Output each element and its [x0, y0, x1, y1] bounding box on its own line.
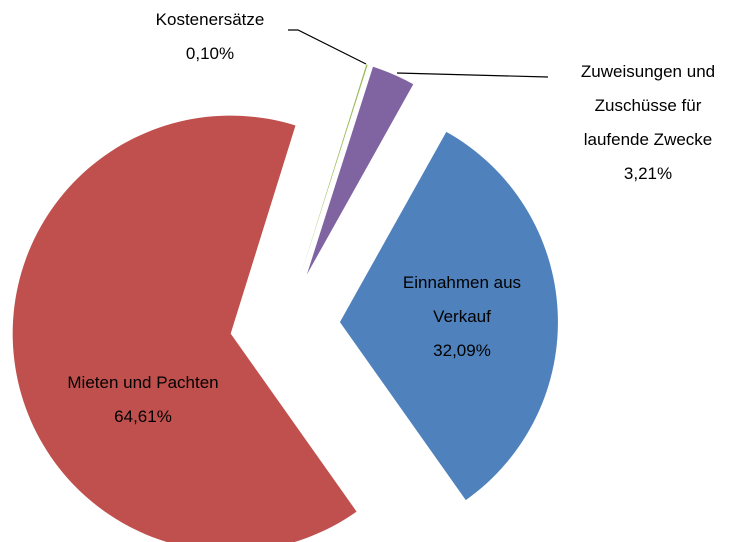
slice-label: Zuweisungen und Zuschüsse für laufende Z…: [561, 55, 736, 191]
category-label: Mieten und Pachten: [67, 373, 219, 392]
leader-line: [396, 72, 549, 78]
value-label: 32,09%: [433, 341, 491, 360]
category-label: Einnahmen aus Verkauf: [402, 273, 522, 326]
pie-slice: [339, 131, 558, 501]
pie-slice: [306, 66, 414, 275]
leader-line: [288, 29, 367, 65]
slice-label: Mieten und Pachten 64,61%: [23, 366, 263, 434]
slice-label: Kostenersätze 0,10%: [125, 3, 295, 71]
category-label: Zuweisungen und Zuschüsse für laufende Z…: [580, 62, 716, 149]
pie-slice: [12, 115, 357, 542]
value-label: 3,21%: [623, 164, 673, 183]
value-label: 0,10%: [185, 44, 235, 63]
slice-label: Einnahmen aus Verkauf 32,09%: [382, 266, 542, 368]
pie-slice: [301, 64, 368, 273]
category-label: Kostenersätze: [155, 10, 265, 29]
value-label: 64,61%: [114, 407, 172, 426]
